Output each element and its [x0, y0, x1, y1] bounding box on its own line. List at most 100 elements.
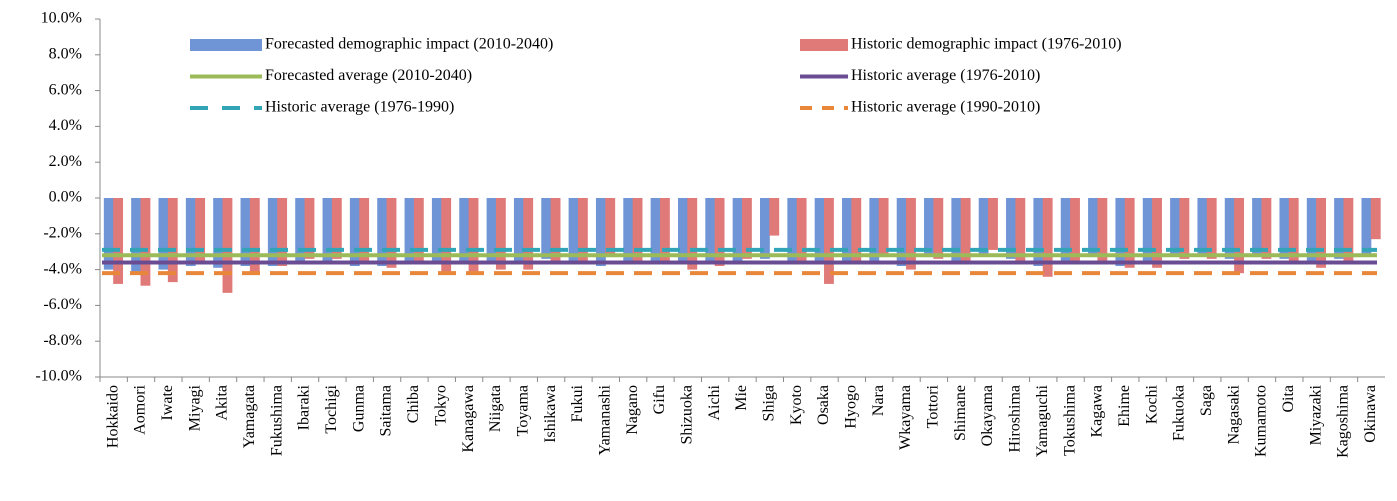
bar	[331, 198, 342, 259]
bar	[1370, 198, 1381, 240]
x-tick-label: Tottori	[925, 384, 942, 428]
bar	[131, 198, 142, 272]
bar	[742, 198, 752, 259]
bar	[222, 198, 233, 293]
x-tick-label: Toyama	[514, 385, 531, 436]
x-tick-label: Kagoshima	[1335, 385, 1352, 458]
bar	[277, 198, 288, 267]
bar	[1179, 198, 1190, 259]
x-tick-label: Nagasaki	[1225, 384, 1242, 444]
x-tick-label: Yamagata	[241, 385, 258, 448]
bar	[1316, 198, 1326, 268]
bar	[659, 198, 670, 263]
bar	[1015, 198, 1026, 263]
bar	[769, 198, 780, 236]
legend-label: Historic average (1976-2010)	[851, 67, 1040, 84]
bar	[933, 198, 944, 259]
x-tick-label: Tochigi	[323, 384, 340, 433]
bar	[1033, 198, 1044, 267]
bar	[550, 198, 561, 261]
y-tick-label: 10.0%	[41, 10, 82, 27]
x-tick-label: Gifu	[651, 385, 668, 414]
bar	[459, 198, 470, 265]
bar	[1124, 198, 1135, 268]
bar	[377, 198, 388, 267]
bar	[1224, 198, 1235, 259]
bar	[787, 198, 798, 263]
legend-swatch	[190, 39, 262, 51]
bar	[869, 198, 880, 263]
bar	[824, 198, 834, 284]
bar	[988, 198, 998, 250]
x-tick-label: Aichi	[706, 384, 723, 420]
bar	[960, 198, 971, 263]
legend-label: Forecasted average (2010-2040)	[265, 67, 472, 84]
bar	[714, 198, 725, 267]
bar	[1361, 198, 1372, 254]
bar	[906, 198, 916, 270]
bar	[349, 198, 360, 267]
bar	[213, 198, 224, 268]
x-tick-label: Saitama	[378, 385, 395, 437]
bar	[1006, 198, 1016, 259]
bar	[304, 198, 315, 259]
x-tick-label: Aomori	[132, 384, 149, 434]
bar	[623, 198, 634, 263]
bar	[413, 198, 424, 265]
bar	[759, 198, 770, 259]
bar	[1060, 198, 1071, 261]
bar	[431, 198, 442, 263]
x-tick-label: Kumamoto	[1253, 385, 1270, 457]
x-tick-label: Shiga	[761, 385, 778, 421]
x-tick-label: Fukui	[569, 384, 586, 422]
bar	[495, 198, 506, 270]
bar	[951, 198, 962, 263]
bar	[167, 198, 178, 283]
bar	[140, 198, 151, 286]
bar	[322, 198, 333, 265]
x-tick-label: Miyagi	[186, 384, 203, 431]
x-tick-label: Iwate	[159, 385, 176, 421]
x-tick-label: Fukushima	[268, 385, 285, 456]
bar	[687, 198, 698, 270]
bar	[1343, 198, 1354, 265]
bar	[650, 198, 661, 263]
x-tick-label: Osaka	[815, 385, 832, 425]
x-tick-label: Fukuoka	[1171, 385, 1188, 441]
x-tick-label: Tokushima	[1061, 385, 1078, 456]
bar	[878, 198, 889, 258]
bar	[1088, 198, 1098, 258]
bar	[1197, 198, 1208, 254]
y-tick-label: -2.0%	[43, 224, 82, 241]
bar	[386, 198, 397, 268]
x-tick-label: Nagano	[624, 385, 641, 435]
bar	[577, 198, 588, 263]
x-tick-label: Yamanashi	[596, 384, 613, 455]
bar	[1334, 198, 1344, 259]
y-tick-label: 2.0%	[49, 153, 82, 170]
x-tick-label: Shizuoka	[678, 385, 695, 445]
bar	[796, 198, 807, 263]
bar	[814, 198, 825, 265]
bar	[978, 198, 989, 254]
x-tick-label: Ehime	[1116, 385, 1133, 427]
x-tick-label: Miyazaki	[1307, 384, 1324, 445]
x-tick-label: Ishikawa	[542, 385, 559, 443]
bar	[677, 198, 688, 263]
bar	[195, 198, 206, 263]
bar	[605, 198, 616, 258]
x-tick-label: Yamaguchi	[1034, 384, 1051, 457]
bar	[1070, 198, 1080, 261]
bar	[295, 198, 306, 261]
legend-swatch	[800, 39, 848, 51]
x-tick-label: Saga	[1198, 385, 1215, 416]
bar	[113, 198, 124, 284]
bar	[851, 198, 862, 265]
x-tick-label: Kochi	[1143, 384, 1160, 424]
bar	[441, 198, 452, 274]
y-tick-label: -6.0%	[43, 296, 82, 313]
bar	[1097, 198, 1108, 263]
bar	[896, 198, 907, 267]
x-tick-label: Wkayama	[897, 385, 914, 450]
